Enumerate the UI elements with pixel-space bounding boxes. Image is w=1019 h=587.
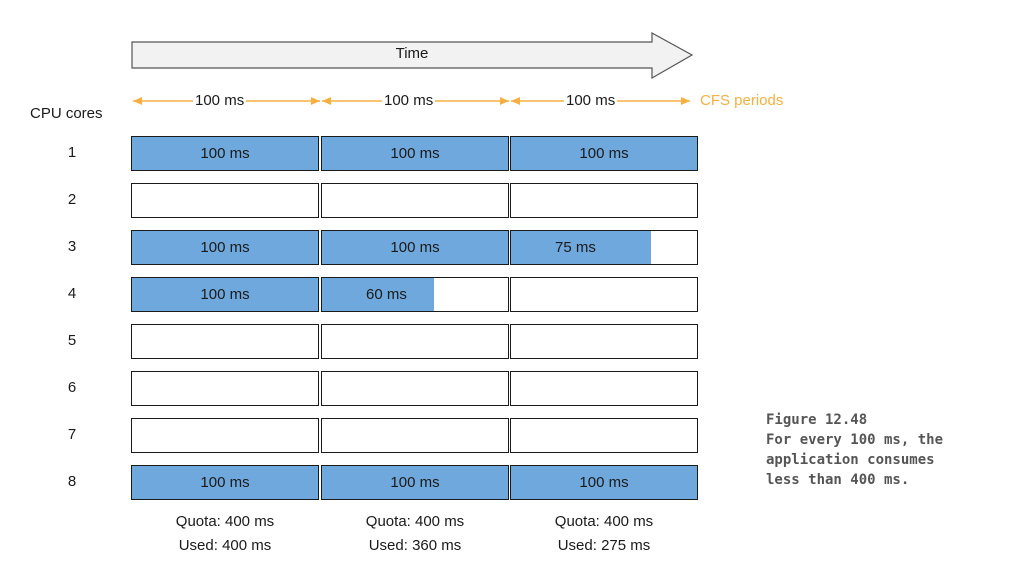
core-label: 3 — [67, 238, 77, 255]
caption-line: less than 400 ms. — [766, 472, 910, 488]
usage-fill — [322, 466, 508, 499]
usage-label: 100 ms — [579, 145, 629, 162]
period-1-summary: Quota: 400 ms Used: 400 ms — [131, 510, 319, 558]
cpu-cell: 100 ms — [131, 465, 319, 500]
used-text: Used: 400 ms — [178, 537, 272, 554]
usage-label: 75 ms — [555, 239, 596, 256]
usage-label: 100 ms — [200, 474, 250, 491]
quota-text: Quota: 400 ms — [554, 513, 654, 530]
cpu-cell: 100 ms — [131, 277, 319, 312]
arrowhead-left — [322, 97, 331, 105]
cpu-cell: 100 ms — [131, 136, 319, 171]
period-3-summary: Quota: 400 ms Used: 275 ms — [510, 510, 698, 558]
usage-label: 100 ms — [390, 239, 440, 256]
usage-fill — [132, 137, 318, 170]
caption-line: application consumes — [766, 452, 935, 468]
cfs-periods-label: CFS periods — [700, 92, 784, 109]
usage-fill — [322, 137, 508, 170]
cpu-cell: 60 ms — [321, 277, 509, 312]
time-arrow — [131, 31, 694, 80]
figure-caption: Figure 12.48 For every 100 ms, the appli… — [766, 410, 943, 490]
used-text: Used: 275 ms — [557, 537, 651, 554]
caption-title: Figure 12.48 — [766, 412, 868, 428]
cpu-cell: 100 ms — [321, 465, 509, 500]
quota-text: Quota: 400 ms — [175, 513, 275, 530]
cpu-cell — [131, 371, 319, 406]
usage-label: 100 ms — [200, 145, 250, 162]
arrowhead-left — [511, 97, 520, 105]
cpu-cell: 100 ms — [131, 230, 319, 265]
usage-fill — [511, 466, 697, 499]
cpu-cell — [510, 418, 698, 453]
arrowhead-right — [681, 97, 690, 105]
usage-fill — [132, 278, 318, 311]
usage-fill — [322, 231, 508, 264]
cpu-cell: 100 ms — [321, 230, 509, 265]
cpu-cores-label: CPU cores — [30, 105, 103, 122]
core-label: 4 — [67, 285, 77, 302]
quota-text: Quota: 400 ms — [365, 513, 465, 530]
usage-fill — [132, 231, 318, 264]
cpu-cell — [510, 277, 698, 312]
cpu-cell: 100 ms — [321, 136, 509, 171]
usage-label: 100 ms — [390, 145, 440, 162]
usage-label: 100 ms — [200, 286, 250, 303]
cpu-cell — [510, 324, 698, 359]
arrowhead-right — [500, 97, 509, 105]
core-label: 8 — [67, 473, 77, 490]
cpu-cell — [321, 324, 509, 359]
period-label-2: 100 ms — [382, 92, 436, 109]
usage-label: 60 ms — [366, 286, 407, 303]
arrowhead-right — [311, 97, 320, 105]
core-label: 6 — [67, 379, 77, 396]
cpu-cell — [321, 183, 509, 218]
time-label: Time — [395, 45, 429, 62]
cpu-cell: 100 ms — [510, 465, 698, 500]
cpu-cell — [131, 183, 319, 218]
cpu-cell: 75 ms — [510, 230, 698, 265]
period-label-1: 100 ms — [193, 92, 247, 109]
cpu-cell — [131, 418, 319, 453]
cpu-cell — [321, 418, 509, 453]
usage-label: 100 ms — [390, 474, 440, 491]
period-label-3: 100 ms — [564, 92, 618, 109]
usage-fill — [322, 278, 434, 311]
period-2-summary: Quota: 400 ms Used: 360 ms — [321, 510, 509, 558]
core-label: 7 — [67, 426, 77, 443]
cpu-cell — [131, 324, 319, 359]
cpu-cell — [510, 371, 698, 406]
cpu-cell — [321, 371, 509, 406]
cpu-cell — [510, 183, 698, 218]
cpu-cell: 100 ms — [510, 136, 698, 171]
usage-label: 100 ms — [200, 239, 250, 256]
core-label: 1 — [67, 144, 77, 161]
core-label: 5 — [67, 332, 77, 349]
caption-line: For every 100 ms, the — [766, 432, 944, 448]
used-text: Used: 360 ms — [368, 537, 462, 554]
core-label: 2 — [67, 191, 77, 208]
usage-label: 100 ms — [579, 474, 629, 491]
usage-fill — [132, 466, 318, 499]
arrowhead-left — [133, 97, 142, 105]
usage-fill — [511, 137, 697, 170]
usage-fill — [511, 231, 651, 264]
